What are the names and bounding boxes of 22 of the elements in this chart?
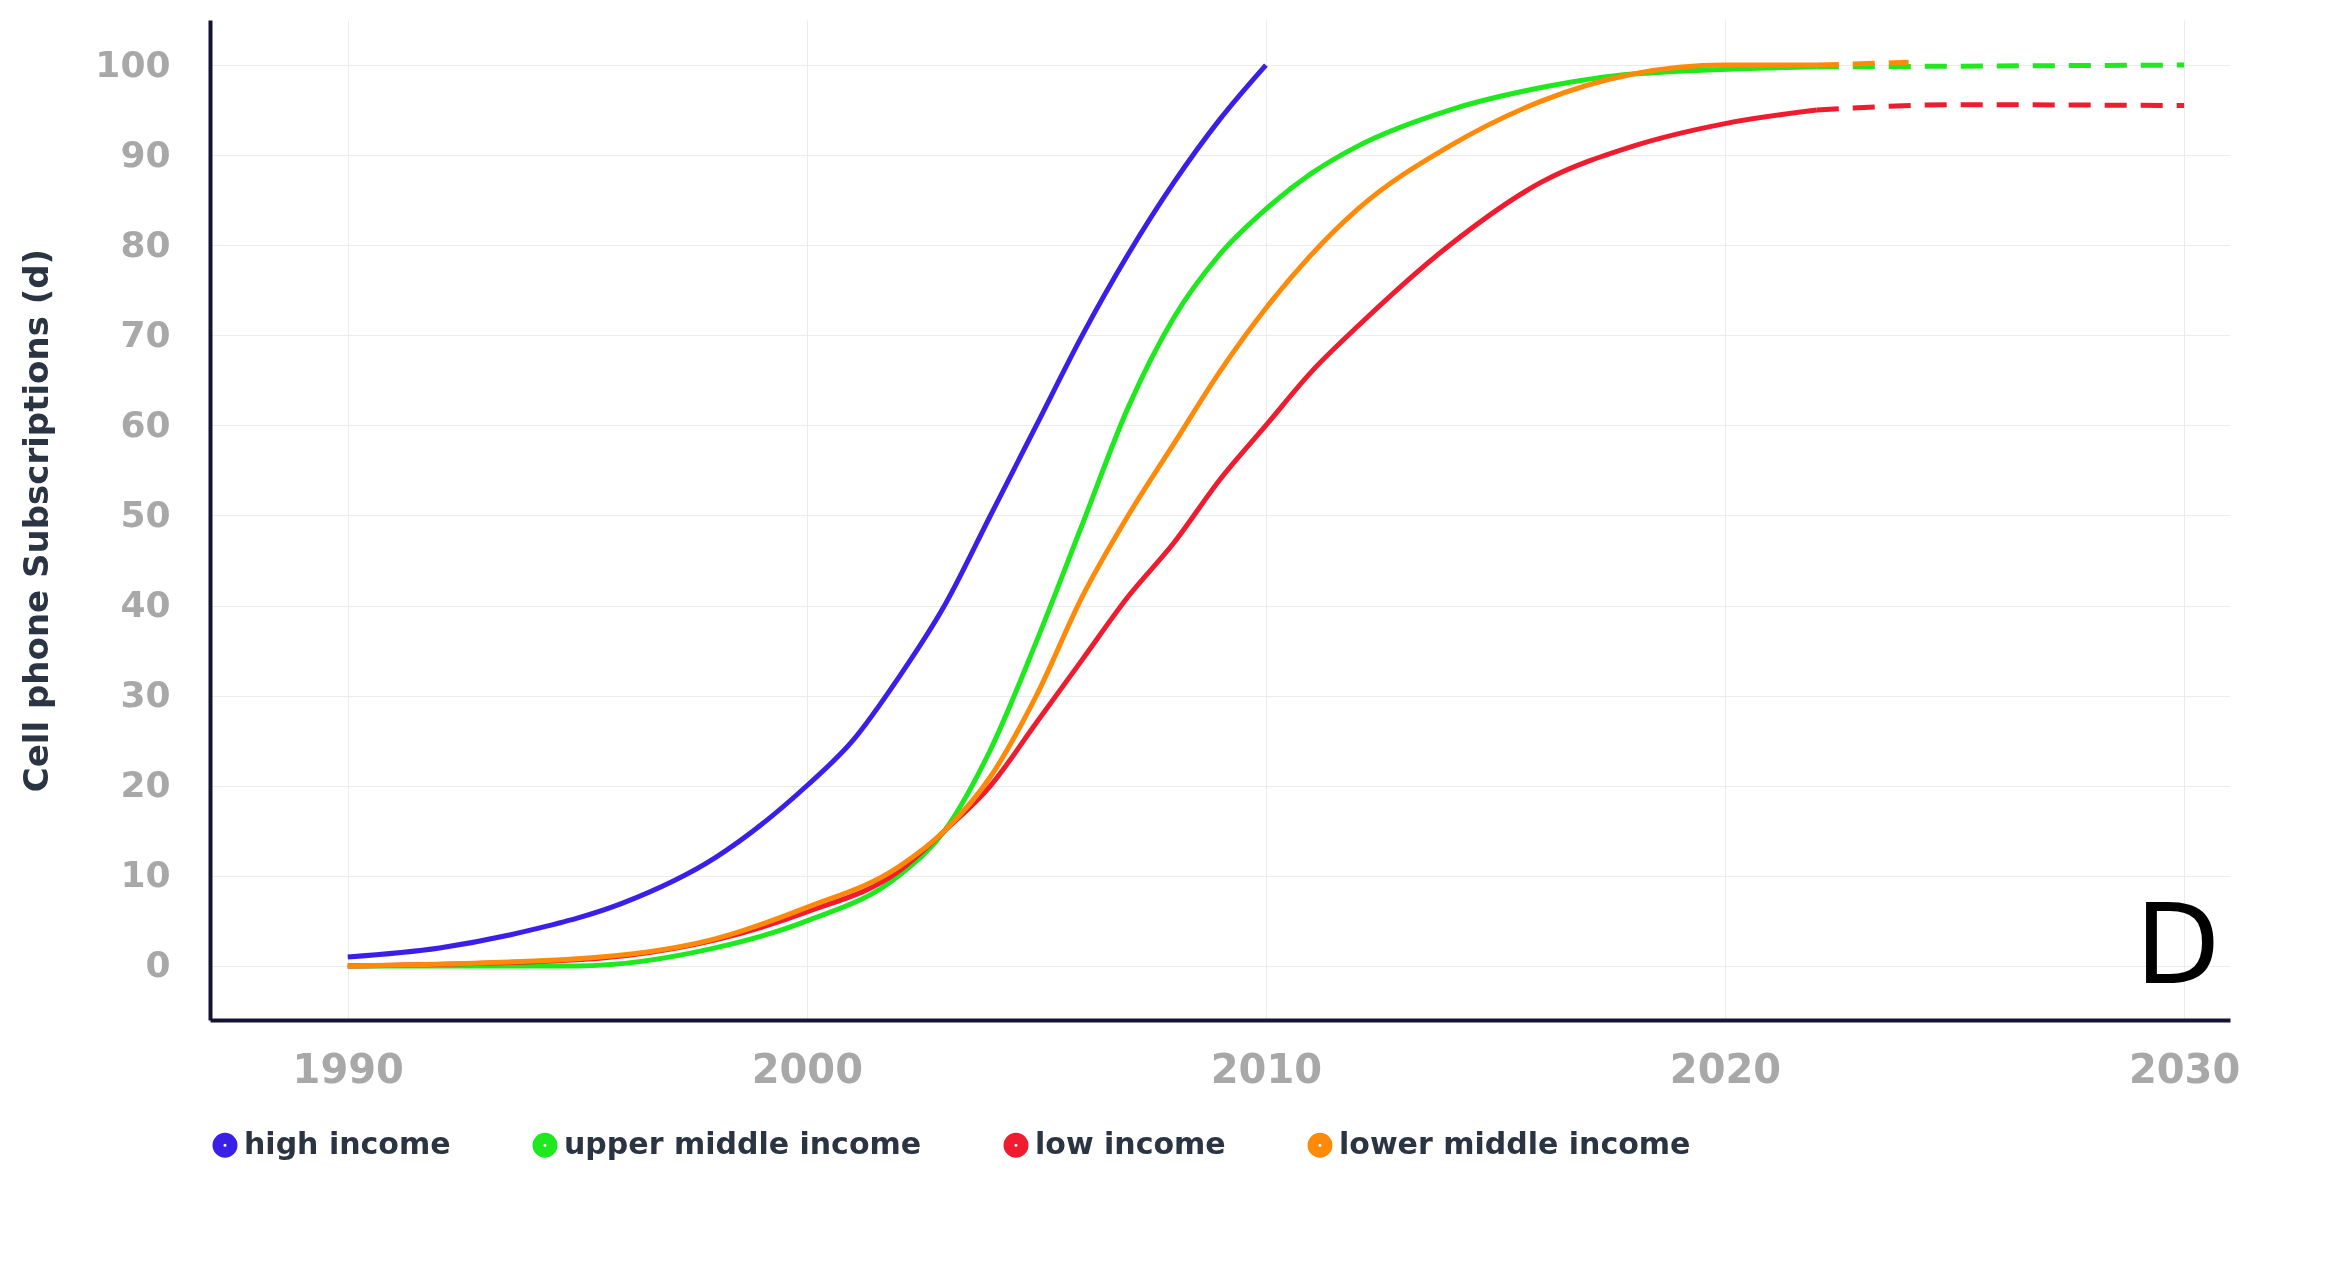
x-tick-label: 2030 [2128, 1045, 2241, 1092]
y-tick-label: 60 [120, 403, 171, 445]
y-axis-title: Cell phone Subscriptions (d) [16, 248, 57, 793]
y-tick-label: 0 [145, 944, 171, 986]
y-tick-label: 50 [120, 494, 171, 535]
y-tick-label: 30 [120, 674, 171, 716]
y-tick-label: 10 [120, 854, 171, 896]
y-tick-label: 80 [120, 223, 171, 265]
legend-label: low income [1035, 1126, 1226, 1162]
x-tick-label: 1990 [292, 1045, 404, 1092]
y-tick-label: 100 [95, 43, 171, 85]
y-tick-label: 70 [120, 313, 171, 355]
y-tick-label: 40 [120, 584, 171, 626]
x-tick-label: 2020 [1669, 1045, 1782, 1092]
legend-label: lower middle income [1339, 1126, 1691, 1162]
y-tick-label: 90 [120, 133, 171, 175]
legend-label: high income [244, 1126, 451, 1162]
x-tick-label: 2010 [1210, 1045, 1323, 1092]
y-tick-label: 20 [120, 764, 171, 806]
annotation: D [2135, 881, 2220, 1009]
legend-label: upper middle income [564, 1126, 922, 1162]
x-tick-label: 2000 [751, 1045, 863, 1092]
